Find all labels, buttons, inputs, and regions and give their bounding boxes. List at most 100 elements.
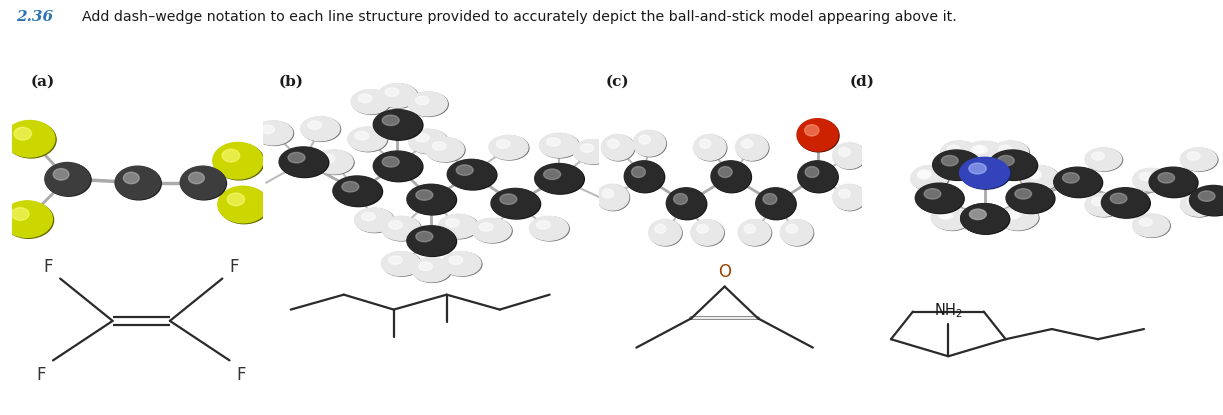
Circle shape — [988, 150, 1036, 180]
Circle shape — [625, 161, 664, 193]
Circle shape — [674, 193, 687, 205]
Circle shape — [489, 135, 528, 159]
Circle shape — [412, 258, 450, 282]
Circle shape — [1132, 168, 1169, 191]
Circle shape — [443, 252, 482, 276]
Circle shape — [1188, 198, 1200, 206]
Circle shape — [333, 176, 382, 206]
Circle shape — [349, 127, 388, 151]
Circle shape — [961, 205, 1009, 234]
Circle shape — [911, 166, 948, 188]
Circle shape — [718, 166, 733, 178]
Circle shape — [449, 160, 497, 190]
Circle shape — [373, 151, 422, 181]
Circle shape — [999, 207, 1036, 230]
Circle shape — [915, 183, 963, 213]
Circle shape — [797, 161, 838, 192]
Circle shape — [382, 216, 421, 240]
Circle shape — [490, 136, 528, 160]
Circle shape — [1140, 218, 1152, 226]
Circle shape — [1190, 186, 1223, 215]
Circle shape — [691, 220, 723, 245]
Circle shape — [1055, 168, 1103, 198]
Circle shape — [214, 143, 264, 180]
Circle shape — [500, 194, 517, 205]
Circle shape — [969, 163, 986, 174]
Circle shape — [1102, 188, 1150, 217]
Circle shape — [439, 214, 477, 238]
Circle shape — [932, 207, 969, 229]
Circle shape — [668, 188, 707, 220]
Circle shape — [1085, 148, 1121, 171]
Circle shape — [712, 161, 751, 193]
Circle shape — [432, 142, 446, 150]
Circle shape — [1134, 215, 1170, 237]
Circle shape — [280, 148, 329, 178]
Circle shape — [1158, 173, 1174, 183]
Circle shape — [839, 147, 850, 156]
Circle shape — [408, 185, 456, 215]
Text: F: F — [230, 258, 238, 276]
Circle shape — [11, 208, 29, 220]
Circle shape — [940, 211, 953, 219]
Circle shape — [407, 184, 455, 214]
Circle shape — [342, 181, 358, 192]
Circle shape — [382, 251, 421, 276]
Circle shape — [931, 206, 967, 229]
Circle shape — [649, 220, 682, 246]
Circle shape — [352, 90, 391, 114]
Circle shape — [530, 216, 569, 240]
Circle shape — [735, 134, 768, 160]
Circle shape — [116, 167, 161, 200]
Circle shape — [1022, 168, 1059, 190]
Circle shape — [358, 94, 372, 103]
Circle shape — [1027, 170, 1041, 178]
Circle shape — [648, 220, 681, 245]
Circle shape — [691, 220, 724, 246]
Circle shape — [1029, 171, 1041, 179]
Circle shape — [763, 193, 777, 205]
Circle shape — [1110, 193, 1126, 204]
Text: (a): (a) — [31, 75, 55, 89]
Circle shape — [1134, 169, 1170, 192]
Circle shape — [1199, 191, 1214, 201]
Circle shape — [638, 135, 651, 144]
Text: NH$_2$: NH$_2$ — [934, 301, 963, 320]
Circle shape — [537, 221, 550, 229]
Circle shape — [942, 156, 958, 166]
Circle shape — [180, 166, 225, 199]
Circle shape — [693, 134, 726, 160]
Circle shape — [389, 256, 402, 264]
Circle shape — [989, 151, 1037, 181]
Circle shape — [1007, 183, 1054, 213]
Circle shape — [334, 177, 383, 207]
Circle shape — [13, 127, 32, 140]
Circle shape — [1191, 186, 1223, 216]
Circle shape — [539, 133, 578, 157]
Circle shape — [253, 121, 292, 145]
Circle shape — [1180, 193, 1217, 216]
Circle shape — [219, 187, 269, 224]
Circle shape — [408, 227, 456, 256]
Circle shape — [799, 120, 839, 152]
Circle shape — [124, 172, 139, 184]
Text: (c): (c) — [605, 75, 629, 89]
Circle shape — [916, 184, 964, 214]
Text: (b): (b) — [279, 75, 303, 89]
Circle shape — [574, 139, 612, 164]
Circle shape — [608, 139, 619, 148]
Circle shape — [351, 90, 390, 114]
Circle shape — [966, 142, 1003, 165]
Circle shape — [1086, 148, 1123, 171]
Circle shape — [960, 204, 1008, 233]
Circle shape — [213, 142, 263, 179]
Circle shape — [1092, 152, 1104, 160]
Circle shape — [490, 188, 539, 218]
Circle shape — [739, 220, 770, 245]
Circle shape — [654, 224, 667, 233]
Circle shape — [602, 134, 634, 160]
Circle shape — [970, 209, 986, 220]
Circle shape — [697, 224, 708, 233]
Circle shape — [1054, 167, 1102, 197]
Circle shape — [534, 164, 583, 193]
